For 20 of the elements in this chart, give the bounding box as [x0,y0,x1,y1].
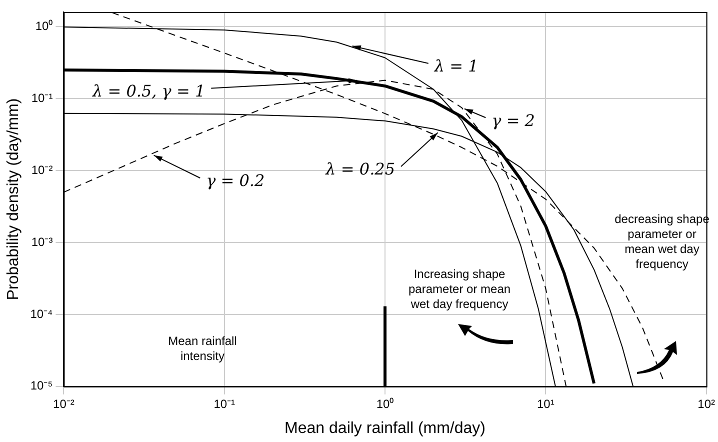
y-tick-label: 10⁻² [31,162,53,177]
y-tick-label: 10⁻⁴ [30,306,53,321]
x-tick-label: 10⁻² [53,396,74,411]
annotation: Mean rainfall intensity [168,334,237,363]
y-tick-label: 10⁻³ [31,234,53,249]
annotation: γ = 0.2 [206,171,265,190]
x-tick-label: 10⁰ [376,396,394,411]
y-tick-label: 10⁻¹ [31,90,53,105]
y-tick-label: 10⁻⁵ [30,378,53,393]
annotation: λ = 1 [433,56,478,76]
annotation: γ = 2 [492,110,535,130]
x-axis-title: Mean daily rainfall (mm/day) [284,420,486,437]
annotation: Increasing shape parameter or mean wet day frequency [408,266,511,311]
x-tick-label: 10² [698,396,716,411]
x-tick-label: 10⁻¹ [214,396,236,411]
y-axis-title: Probability density (day/mm) [5,98,22,300]
annotation: λ = 0.5, γ = 1 [91,81,206,100]
annotation: λ = 0.25 [324,160,396,179]
x-tick-label: 10¹ [537,396,554,411]
y-tick-label: 10⁰ [35,19,53,33]
